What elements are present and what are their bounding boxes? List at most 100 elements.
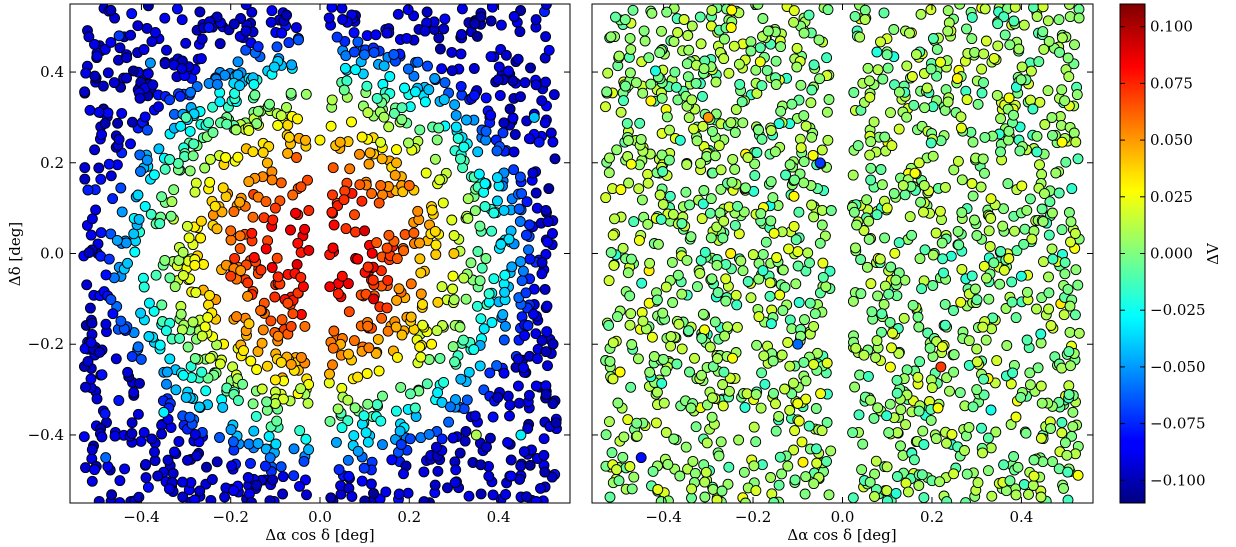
scatter-point [698, 63, 710, 75]
scatter-point [1053, 187, 1065, 199]
scatter-point [359, 49, 370, 61]
scatter-point [696, 369, 707, 381]
scatter-point [1062, 52, 1074, 64]
scatter-point [375, 415, 387, 427]
scatter-point [805, 97, 817, 109]
scatter-point [1046, 243, 1058, 255]
scatter-point [872, 64, 884, 76]
scatter-point [546, 471, 558, 483]
scatter-point [978, 48, 990, 60]
x-tick-label: 0.0 [308, 508, 332, 526]
scatter-point [855, 288, 867, 300]
scatter-point [927, 280, 939, 291]
scatter-point [487, 4, 498, 13]
scatter-point [180, 391, 192, 403]
scatter-point [966, 178, 978, 189]
scatter-point [881, 202, 893, 214]
scatter-point [251, 364, 263, 375]
scatter-point [765, 215, 777, 227]
scatter-point [954, 387, 966, 399]
scatter-point [991, 89, 1003, 101]
scatter-point [1025, 65, 1037, 77]
scatter-point [1050, 167, 1062, 179]
scatter-point [256, 383, 268, 395]
scatter-point [691, 281, 703, 293]
scatter-point [89, 144, 101, 156]
scatter-point [203, 117, 215, 129]
scatter-point [486, 225, 498, 237]
scatter-point [1031, 303, 1042, 315]
scatter-point [821, 417, 833, 428]
scatter-point [99, 117, 111, 129]
scatter-point [745, 45, 757, 57]
scatter-point [530, 79, 542, 91]
scatter-point [261, 396, 273, 408]
scatter-point [821, 357, 833, 369]
scatter-point [126, 116, 138, 128]
scatter-point [656, 25, 667, 37]
scatter-point [294, 480, 305, 492]
scatter-point [802, 247, 814, 259]
scatter-point [497, 309, 509, 321]
scatter-point [456, 29, 467, 40]
scatter-point [391, 253, 403, 265]
scatter-point [1027, 480, 1039, 491]
scatter-point [240, 25, 252, 37]
scatter-point [177, 246, 189, 258]
scatter-point [951, 73, 963, 84]
scatter-point [257, 147, 269, 158]
scatter-point [327, 359, 338, 371]
scatter-point [504, 410, 515, 422]
scatter-point [408, 227, 420, 239]
scatter-point [988, 257, 1000, 269]
scatter-point [642, 177, 654, 189]
scatter-point [80, 67, 92, 79]
scatter-point [272, 330, 284, 342]
scatter-point [327, 242, 339, 254]
scatter-point [755, 208, 767, 220]
scatter-point [866, 306, 878, 318]
scatter-point [606, 447, 618, 459]
scatter-point [200, 385, 212, 397]
scatter-point [910, 49, 922, 60]
scatter-point [741, 388, 753, 400]
scatter-point [260, 196, 272, 208]
scatter-point [302, 397, 314, 409]
scatter-point [967, 136, 979, 148]
scatter-point [707, 483, 719, 495]
scatter-point [110, 353, 122, 365]
scatter-point [609, 213, 620, 225]
scatter-point [341, 75, 353, 87]
scatter-point [125, 29, 137, 41]
scatter-point [699, 491, 711, 503]
colorbar: 0.1000.0750.0500.0250.000−0.025−0.050−0.… [1119, 3, 1222, 504]
scatter-point [621, 117, 633, 129]
scatter-point [870, 352, 882, 363]
scatter-point [811, 457, 823, 469]
scatter-point [813, 34, 825, 46]
scatter-point [604, 152, 615, 164]
scatter-point [966, 270, 978, 282]
scatter-point [343, 348, 354, 360]
scatter-point [530, 14, 542, 26]
scatter-point [605, 31, 617, 43]
scatter-point [956, 174, 968, 186]
scatter-point [800, 120, 812, 132]
scatter-point [698, 185, 710, 196]
scatter-point [443, 416, 455, 428]
scatter-point [505, 454, 517, 466]
scatter-point [211, 456, 223, 468]
scatter-point [182, 454, 193, 466]
scatter-point [79, 86, 91, 98]
scatter-point [971, 343, 983, 355]
scatter-point [290, 22, 302, 34]
scatter-point [1060, 156, 1072, 168]
scatter-point [944, 385, 955, 397]
scatter-point [686, 94, 698, 106]
scatter-point [285, 320, 297, 332]
scatter-point [809, 308, 821, 320]
scatter-point [142, 68, 154, 80]
scatter-point [625, 381, 637, 393]
scatter-point [235, 265, 247, 277]
scatter-point [694, 267, 706, 279]
